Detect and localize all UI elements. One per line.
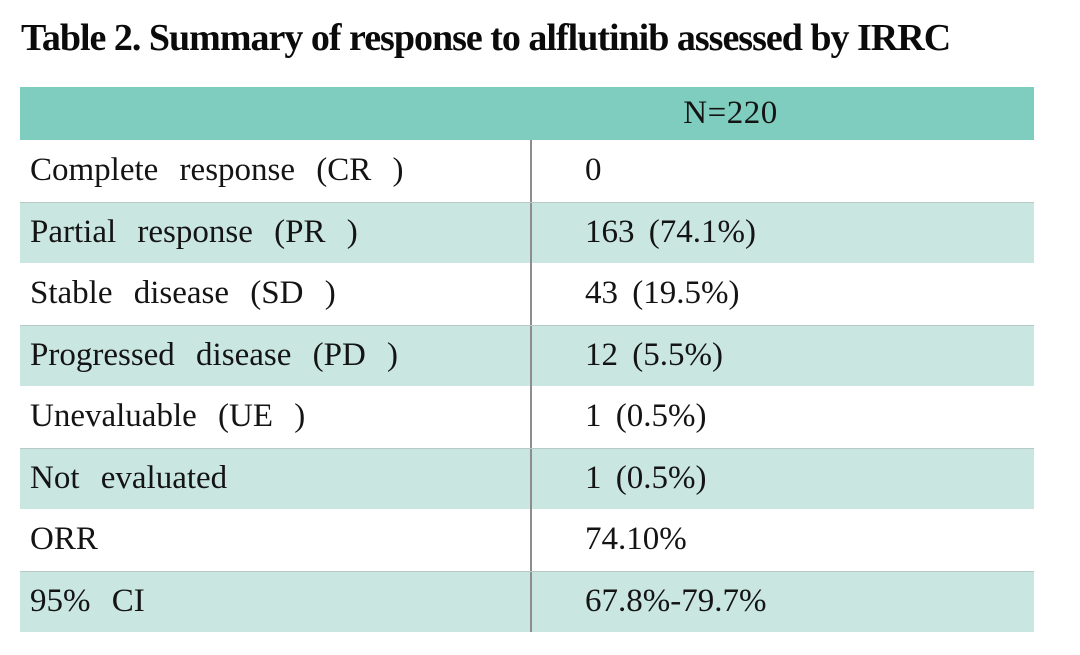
row-value: 163 (74.1%): [585, 214, 756, 251]
table-row-not-evaluated: Not evaluated 1 (0.5%): [20, 447, 1034, 509]
row-value: 74.10%: [585, 521, 687, 558]
header-empty-cell: [20, 87, 532, 140]
row-value: 67.8%-79.7%: [585, 583, 767, 620]
table-title: Table 2. Summary of response to alflutin…: [21, 17, 951, 59]
row-label: Not evaluated: [20, 448, 532, 509]
row-value: 0: [585, 152, 602, 189]
row-label: Partial response (PR ): [20, 202, 532, 263]
table-header-row: N=220: [20, 87, 1034, 140]
header-n-cell: N=220: [683, 95, 778, 131]
row-value: 12 (5.5%): [585, 337, 723, 374]
table-row-progressed-disease: Progressed disease (PD ) 12 (5.5%): [20, 324, 1034, 386]
row-value: 1 (0.5%): [585, 398, 707, 435]
table-row-unevaluable: Unevaluable (UE ) 1 (0.5%): [20, 386, 1034, 448]
row-label: Complete response (CR ): [20, 140, 532, 202]
row-label: Progressed disease (PD ): [20, 325, 532, 386]
row-label: Unevaluable (UE ): [20, 386, 532, 448]
table-row-95-ci: 95% CI 67.8%-79.7%: [20, 570, 1034, 632]
row-label: ORR: [20, 509, 532, 571]
table-row-complete-response: Complete response (CR ) 0: [20, 140, 1034, 202]
row-label: 95% CI: [20, 571, 532, 632]
row-value: 43 (19.5%): [585, 275, 740, 312]
table-row-stable-disease: Stable disease (SD ) 43 (19.5%): [20, 263, 1034, 325]
row-label: Stable disease (SD ): [20, 263, 532, 325]
table-row-orr: ORR 74.10%: [20, 509, 1034, 571]
response-summary-table: N=220 Complete response (CR ) 0 Partial …: [20, 87, 1034, 632]
table-row-partial-response: Partial response (PR ) 163 (74.1%): [20, 201, 1034, 263]
row-value: 1 (0.5%): [585, 460, 707, 497]
